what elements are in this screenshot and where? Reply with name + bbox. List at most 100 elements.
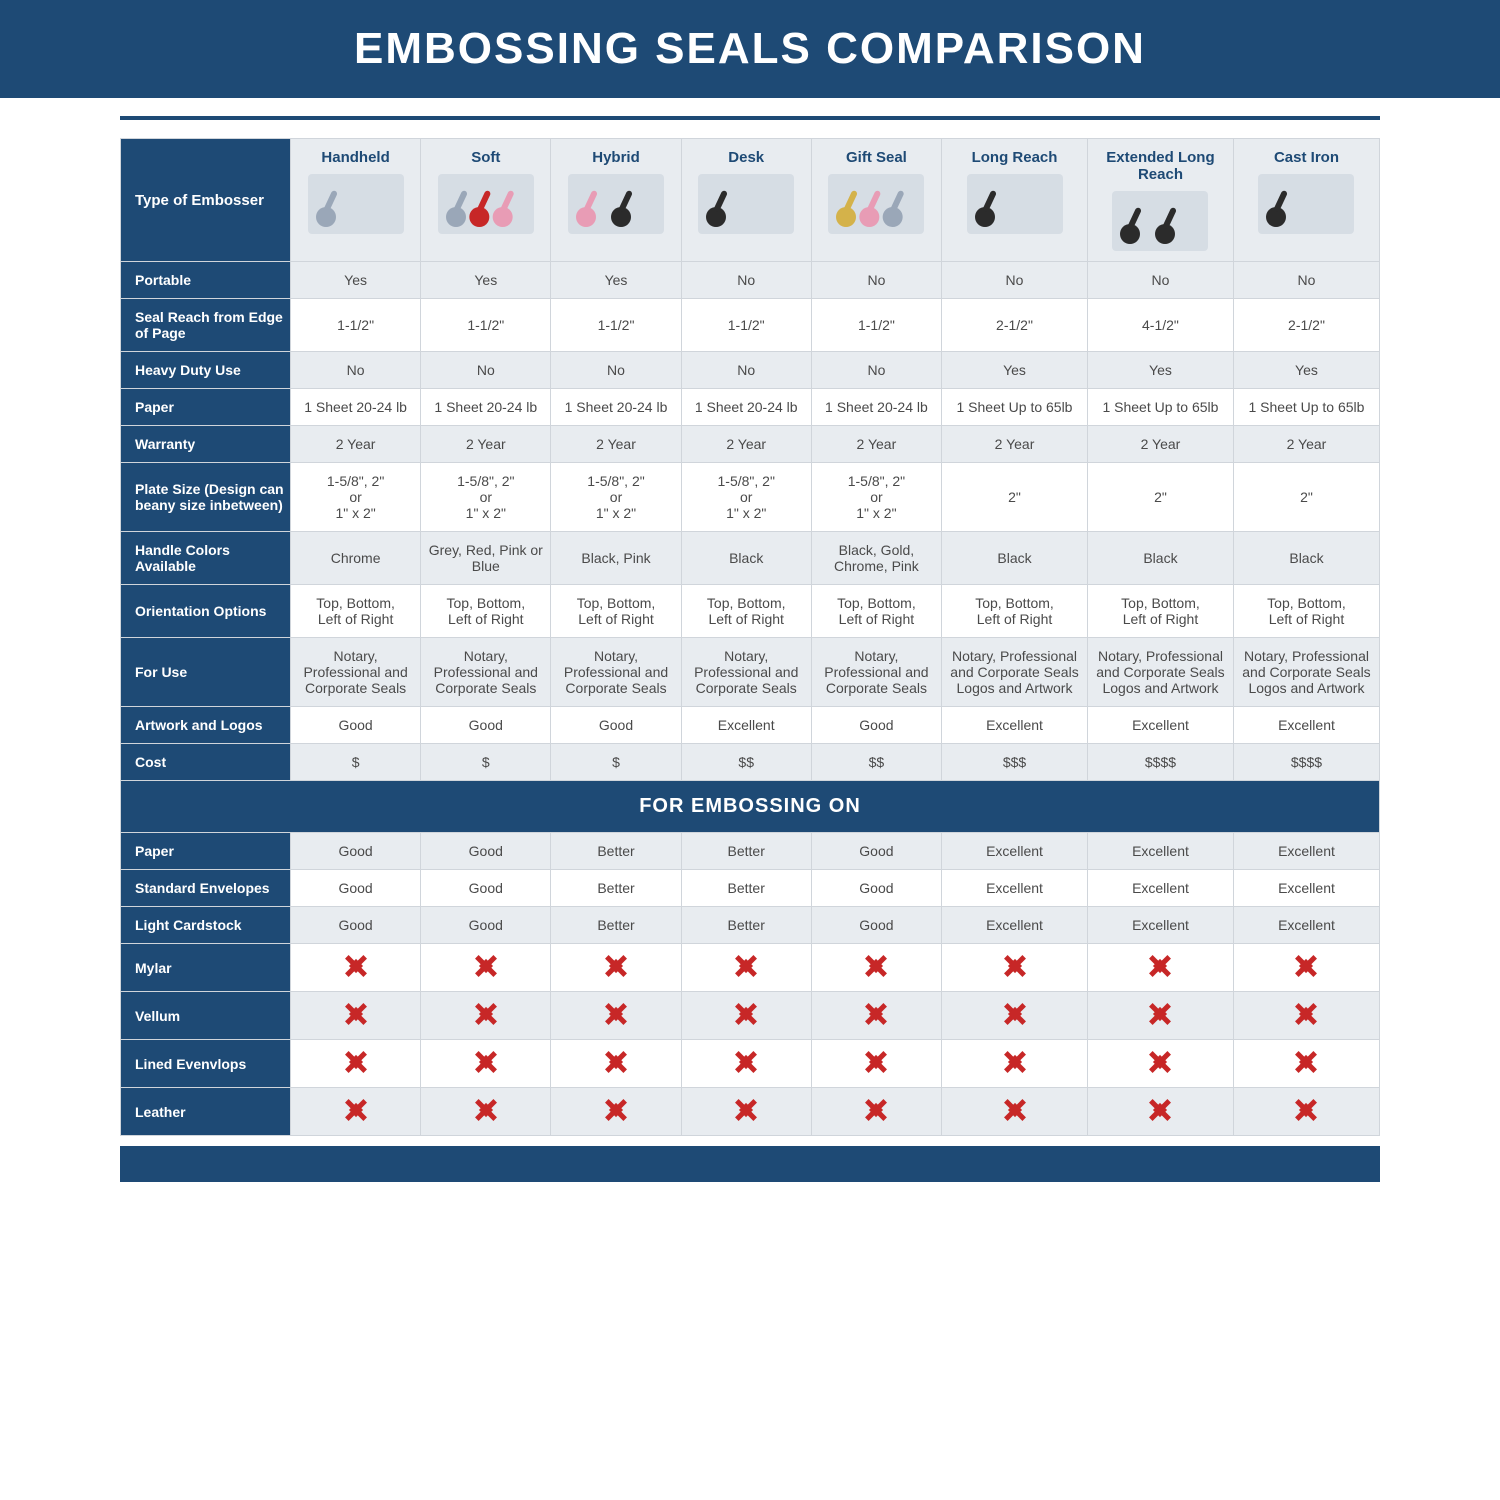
cell: 1 Sheet Up to 65lb [1233,389,1379,426]
cell: Grey, Red, Pink or Blue [421,532,551,585]
cell [551,992,681,1040]
cell: No [811,352,941,389]
cell: Good [811,907,941,944]
col-header: Soft [421,139,551,262]
cell: Black [1087,532,1233,585]
cell [1087,992,1233,1040]
col-header-label: Desk [688,149,805,166]
cell: Excellent [942,870,1088,907]
row-label: Vellum [121,992,291,1040]
cell: Notary, Professional and Corporate Seals [681,638,811,707]
cell: No [681,352,811,389]
cell: 1 Sheet 20-24 lb [681,389,811,426]
cell: 1 Sheet Up to 65lb [1087,389,1233,426]
cell: Top, Bottom, Left of Right [421,585,551,638]
cell [551,1088,681,1136]
cell: No [811,262,941,299]
cell [291,944,421,992]
cell [421,1040,551,1088]
cell [1087,1088,1233,1136]
x-icon [344,1002,368,1026]
cell: Top, Bottom, Left of Right [681,585,811,638]
cell: No [942,262,1088,299]
col-header-label: Cast Iron [1240,149,1373,166]
cell [681,992,811,1040]
cell: $ [421,744,551,781]
x-icon [474,954,498,978]
cell: $$$$ [1087,744,1233,781]
cell: Chrome [291,532,421,585]
row-label: Mylar [121,944,291,992]
cell [1087,1040,1233,1088]
cell [551,1040,681,1088]
cell: No [421,352,551,389]
cell: Black [1233,532,1379,585]
cell [811,944,941,992]
row-label: Handle Colors Available [121,532,291,585]
cell: 2 Year [291,426,421,463]
col-header-label: Hybrid [557,149,674,166]
cell: Yes [942,352,1088,389]
top-rule [120,116,1380,120]
cell: Good [421,907,551,944]
cell: 1-5/8", 2" or 1" x 2" [551,463,681,532]
col-header: Long Reach [942,139,1088,262]
cell: $$$ [942,744,1088,781]
cell: Good [551,707,681,744]
cell: Black, Pink [551,532,681,585]
cell [681,1040,811,1088]
cell: Excellent [1233,870,1379,907]
cell: 2 Year [551,426,681,463]
row-label-type: Type of Embosser [121,139,291,262]
cell: Excellent [681,707,811,744]
cell: Better [681,833,811,870]
cell [811,1088,941,1136]
cell: 1-5/8", 2" or 1" x 2" [291,463,421,532]
cell: Excellent [942,833,1088,870]
x-icon [604,1098,628,1122]
cell: 1 Sheet 20-24 lb [421,389,551,426]
cell: Notary, Professional and Corporate Seals [421,638,551,707]
cell: 1-5/8", 2" or 1" x 2" [681,463,811,532]
row-label: Heavy Duty Use [121,352,291,389]
row-label: Paper [121,833,291,870]
cell: Excellent [1087,870,1233,907]
cell: Notary, Professional and Corporate Seals [551,638,681,707]
cell: Good [811,707,941,744]
cell: Top, Bottom, Left of Right [291,585,421,638]
cell [1233,1040,1379,1088]
cell [681,944,811,992]
cell: Good [291,707,421,744]
cell: Excellent [1233,833,1379,870]
x-icon [1003,1098,1027,1122]
col-header: Hybrid [551,139,681,262]
cell: 1-5/8", 2" or 1" x 2" [421,463,551,532]
cell: 1 Sheet 20-24 lb [811,389,941,426]
cell: 2" [1233,463,1379,532]
x-icon [864,1002,888,1026]
cell: $$ [811,744,941,781]
cell: No [291,352,421,389]
x-icon [344,1098,368,1122]
cell: Top, Bottom, Left of Right [551,585,681,638]
x-icon [604,954,628,978]
col-header-label: Gift Seal [818,149,935,166]
col-header: Cast Iron [1233,139,1379,262]
cell: 4-1/2" [1087,299,1233,352]
section-band: FOR EMBOSSING ON [121,781,1380,833]
row-label: Light Cardstock [121,907,291,944]
embosser-thumb [438,174,534,234]
cell [942,992,1088,1040]
col-header-label: Extended Long Reach [1094,149,1227,183]
cell [421,944,551,992]
cell [1233,944,1379,992]
footer-band [120,1146,1380,1182]
cell: 2 Year [421,426,551,463]
cell: 2" [942,463,1088,532]
cell: 2 Year [811,426,941,463]
cell: Good [421,833,551,870]
cell: Top, Bottom, Left of Right [1233,585,1379,638]
row-label: Cost [121,744,291,781]
row-label: Portable [121,262,291,299]
row-label: Artwork and Logos [121,707,291,744]
